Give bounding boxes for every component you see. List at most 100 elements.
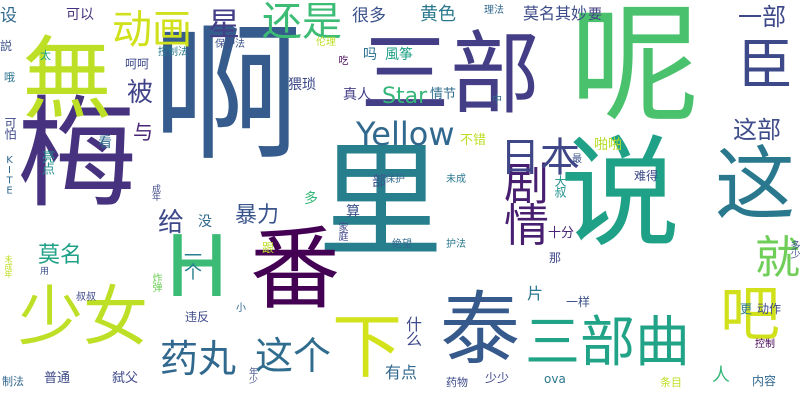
- word-gei: 给: [158, 208, 185, 238]
- word-na: 那: [549, 251, 562, 265]
- word-yu: 与: [133, 120, 153, 144]
- word-tai: 泰: [440, 283, 520, 376]
- word-xia: 下: [332, 306, 402, 388]
- word-zhege: 这个: [255, 334, 332, 378]
- word-bucuo: 不错: [460, 133, 487, 148]
- word-nande: 难得: [634, 169, 659, 183]
- word-pian: 片: [527, 284, 544, 303]
- word-ma: 吗: [363, 47, 377, 63]
- word-she: 设: [0, 6, 17, 26]
- word-yao: 要: [588, 7, 602, 23]
- word-duoshao: 多少: [788, 240, 799, 259]
- word-kongzhi: 控制: [755, 339, 775, 350]
- word-putong: 普通: [44, 371, 71, 386]
- word-jiu: 就: [755, 231, 800, 284]
- word-zhe: 这: [715, 138, 795, 231]
- word-mei-small: 没: [198, 214, 212, 230]
- word-shaonv: 少女: [18, 280, 149, 355]
- word-keyi: 可以: [66, 7, 94, 23]
- word-yellow: Yellow: [356, 115, 455, 153]
- word-fan: 番: [250, 217, 340, 322]
- word-zhifa: 制法: [2, 375, 24, 388]
- word-neirong: 内容: [752, 374, 777, 388]
- word-zui: 最: [572, 154, 582, 165]
- word-hehe: 呵呵: [125, 57, 150, 71]
- word-baohu: 保护: [385, 174, 405, 185]
- word-li: 里: [318, 130, 443, 275]
- word-bu: 部: [372, 174, 386, 190]
- word-ova: ova: [544, 372, 566, 386]
- word-zhebu: 这部: [733, 116, 781, 144]
- word-a: 啊: [152, 8, 303, 182]
- word-shuo: 说: [560, 125, 680, 264]
- word-yibu: 一部: [738, 3, 786, 31]
- word-shuo-small: 説: [0, 39, 13, 53]
- word-o: 哦: [4, 71, 15, 84]
- word-shifen: 十分: [548, 226, 575, 241]
- word-weisuo: 猥琐: [288, 77, 316, 93]
- word-shushu: 叔叔: [76, 292, 96, 303]
- word-kongzhifa: 控制法: [158, 47, 188, 58]
- word-baoli: 暴力: [235, 203, 280, 228]
- word-jiating: 家庭: [336, 222, 347, 241]
- word-nianshao: 年少: [247, 367, 257, 384]
- word-wu: 無: [22, 27, 112, 132]
- word-ne: 呢: [570, 0, 701, 141]
- word-moming: 莫名: [38, 243, 83, 268]
- word-hufa: 护法: [446, 239, 466, 250]
- word-sanbuqu: 三部曲: [525, 310, 691, 374]
- word-duo: 多: [304, 191, 318, 207]
- word-haishi: 还是: [262, 0, 342, 45]
- word-henduo: 很多: [352, 6, 386, 26]
- word-papa: 啪啪: [594, 137, 622, 153]
- word-fengzheng: 風筝: [385, 47, 413, 63]
- word-weifan: 违反: [185, 310, 210, 324]
- word-huangse: 黄色: [420, 4, 456, 25]
- word-tiaomu: 条目: [660, 376, 682, 389]
- word-youdian: 有点: [385, 363, 418, 382]
- word-geng: 更: [740, 302, 753, 316]
- word-weicheng: 未成: [446, 174, 466, 185]
- word-yiyang: 一样: [566, 295, 591, 309]
- word-suan: 算: [346, 204, 360, 220]
- word-baohufa: 保护法: [215, 39, 245, 50]
- word-yaowu: 药物: [446, 376, 468, 389]
- word-kepa: 可怕: [3, 117, 17, 140]
- word-chi: 吃: [336, 55, 347, 65]
- word-shaoshao: 少少: [485, 371, 510, 385]
- word-kan: 看: [98, 135, 112, 151]
- word-donghua: 动画: [112, 7, 192, 53]
- word-sanbu: 三部: [360, 22, 540, 127]
- word-yong: 用: [40, 267, 50, 277]
- word-yige: 一个: [181, 246, 202, 280]
- word-yaowan: 药丸: [160, 337, 237, 381]
- word-ba: 吧: [720, 280, 780, 350]
- word-mei: 梅: [0, 90, 135, 201]
- word-tai-small: 太: [40, 49, 51, 62]
- word-shenme: 什么: [403, 316, 422, 346]
- word-kite: KITE: [4, 155, 15, 196]
- word-qingjie: 情节: [430, 87, 457, 102]
- word-chengnian: 成年: [150, 184, 160, 201]
- word-weichengnian: 未成年: [4, 255, 13, 278]
- word-dongzuo: 动作: [757, 302, 782, 316]
- word-mingmingqimiao: 莫名其妙: [523, 4, 588, 23]
- word-zhong: 中: [492, 95, 502, 106]
- word-zhenren: 真人: [343, 87, 371, 103]
- word-xing: 星: [208, 5, 241, 43]
- word-dashu: 大叔: [553, 175, 567, 198]
- word-h: H: [165, 218, 229, 317]
- word-shifu: 弑父: [112, 371, 139, 386]
- word-riben: 日本: [500, 135, 580, 181]
- word-juqing: 剧情: [496, 160, 549, 243]
- word-lunli: 伦理: [316, 37, 336, 48]
- word-ren: 人: [712, 365, 730, 386]
- word-gen: 跟: [262, 241, 275, 255]
- word-star: Star: [382, 84, 428, 109]
- word-lifa: 理法: [484, 5, 504, 16]
- word-liangdian: 亮点: [39, 150, 54, 174]
- word-chen: 臣: [738, 33, 794, 97]
- word-juewang: 绝望: [392, 239, 412, 250]
- word-xiao: 小: [236, 303, 246, 314]
